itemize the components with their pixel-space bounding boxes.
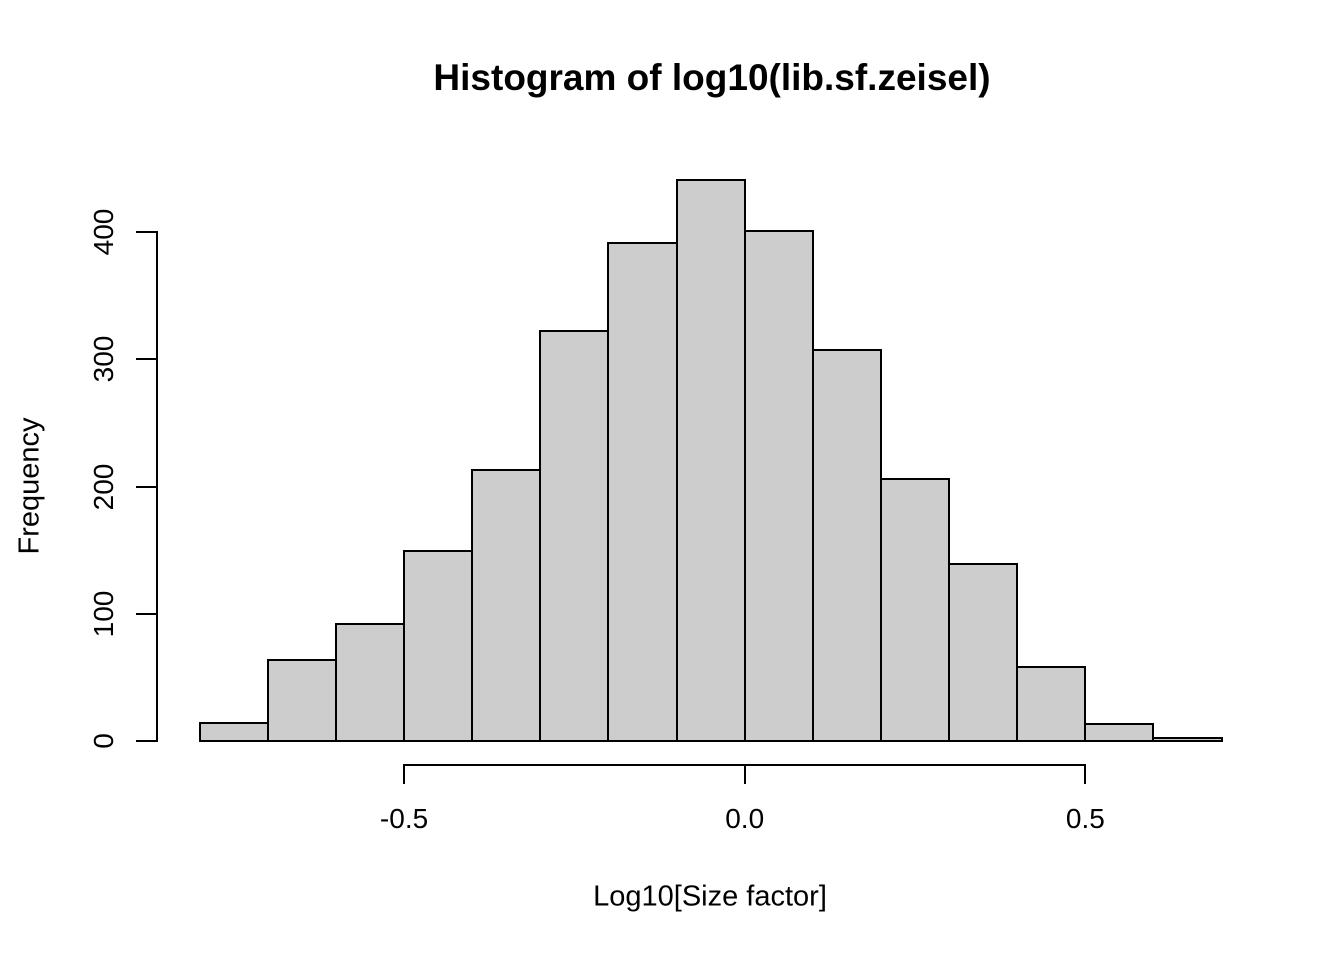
y-axis-tick-label: 0 [88,733,119,749]
histogram-bar [1084,723,1155,742]
y-axis-tick-label: 300 [88,335,119,383]
histogram-bar [1016,666,1087,742]
y-axis-tick [136,358,156,361]
x-axis-label: Log10[Size factor] [593,880,827,913]
y-axis-line [156,231,158,742]
histogram-bar [403,550,474,742]
histogram-bar [743,229,814,742]
histogram-bar [811,349,882,742]
y-axis-label: Frequency [13,417,46,555]
chart-title: Histogram of log10(lib.sf.zeisel) [433,57,991,98]
histogram-bar [948,563,1019,742]
histogram-bar [539,330,610,742]
x-axis-tick [743,764,746,784]
y-axis-tick-label: 400 [88,208,119,256]
y-axis-tick [136,612,156,615]
y-axis-tick [136,231,156,233]
histogram-bar [607,242,678,742]
x-axis-tick-label: 0.5 [1065,803,1105,834]
histogram-bar [266,658,337,742]
x-axis-tick-label: -0.5 [379,803,429,834]
y-axis-tick [136,485,156,488]
histogram-bar [334,622,406,742]
y-axis-tick-label: 200 [88,463,119,510]
x-axis-tick [403,764,406,784]
histogram-bar [675,178,746,742]
y-axis-tick-label: 100 [88,590,119,638]
histogram-bar [879,477,951,742]
x-axis-tick [1084,764,1087,784]
x-axis-tick-label: 0.0 [725,803,765,834]
histogram-bar [198,722,269,742]
histogram-bar [471,468,542,742]
y-axis-tick [136,740,156,742]
histogram-bar [1152,737,1223,742]
